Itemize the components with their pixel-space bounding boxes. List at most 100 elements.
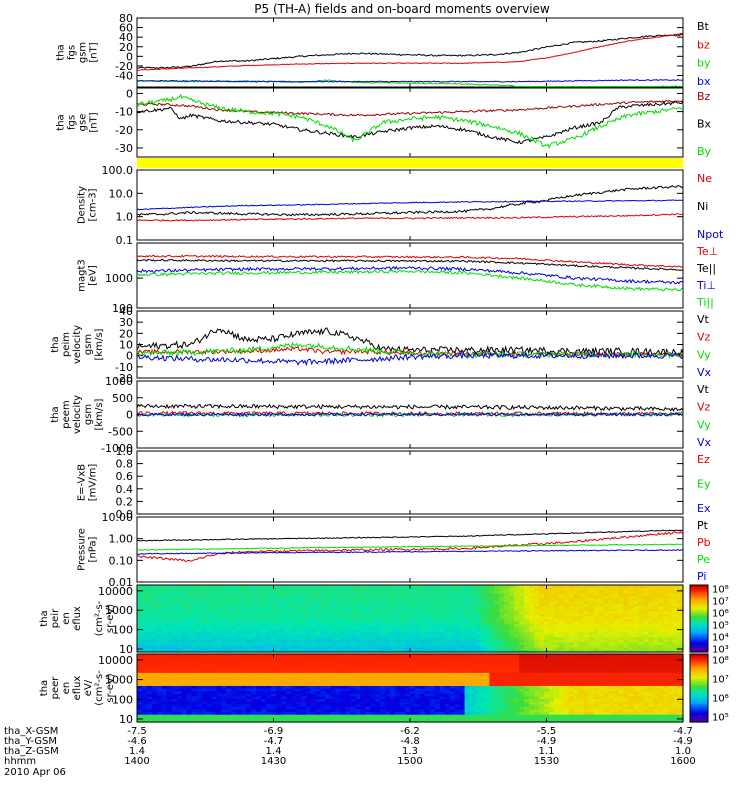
legend-label: Ni [697,200,708,213]
y-axis-label: magt3 [77,259,88,292]
panel-frame [136,87,684,158]
y-tick-label: 100 [112,624,133,637]
y-tick-label: 10.0 [109,187,134,200]
y-axis-label: [km/s] [94,398,105,430]
y-axis-label: Density [77,186,88,224]
y-axis-label: eflux [72,606,83,631]
y-axis-label: tha [56,114,67,130]
series-line-temperature-0 [136,254,684,268]
legend-label: Ey [697,478,711,491]
y-axis-label: peem [61,400,72,428]
y-tick-label: 100.0 [102,164,134,177]
legend-label: Vy [697,348,711,361]
legend-label: Pe [697,553,710,566]
series-line-temperature-1 [136,258,684,272]
y-tick-label: 100 [112,302,133,315]
legend-label: Vz [697,401,711,414]
y-axis-label: sr-eV) [105,604,116,633]
x-tick-label: 1600 [670,756,695,767]
y-axis-label: tha [39,610,50,626]
legend-label: Vt [697,313,710,326]
flag-bar [137,158,683,168]
ephemeris-value: -6.9 [264,726,284,737]
panel-frame [136,242,684,309]
y-tick-label: 0.4 [116,483,134,496]
y-axis-label: velocity [72,395,83,434]
y-tick-label: 1000 [105,674,133,687]
panel-frame [136,310,684,379]
y-tick-label: 1.0 [116,211,134,224]
colorbar-tick-label: 10⁵ [712,712,729,723]
legend-label: Vx [697,366,712,379]
y-tick-label: 0 [126,50,133,63]
legend-label: Ex [697,502,711,515]
y-tick-label: 1.0 [116,445,134,458]
colorbar-tick-label: 10⁸ [712,585,729,596]
series-line-pressure-2 [137,543,684,551]
y-axis-label: tha [50,336,61,352]
ephemeris-value: 1.1 [539,746,555,757]
y-tick-label: -20 [115,124,133,137]
panel-pressure: 10.00 1.00 0.10 0.01 Pressure [nPa] Pt Pb Pe Pi [77,511,711,589]
series-line-temperature-3 [136,269,684,292]
y-tick-label: 60 [119,22,133,35]
ephemeris-value: -4.8 [400,736,420,747]
y-tick-label: 20 [119,41,133,54]
chart-title: P5 (TH-A) fields and on-board moments ov… [254,2,550,16]
legend-label: by [697,57,711,70]
y-tick-label: 0 [126,87,133,100]
panel-peer-spectrogram: 10⁸ 10⁷ 10⁶ 10⁵ 10000 1000 100 10 tha peer en eflux… [39,653,729,726]
y-axis-label: en [61,612,72,625]
legend-label: Npot [697,228,724,241]
ephemeris-row-label: tha_Z-GSM [4,746,59,757]
legend-label: bx [697,75,711,88]
legend-label: Ne [697,172,712,185]
y-tick-label: -30 [115,142,133,155]
series-line-density-0 [136,212,684,222]
y-axis-label: eV/ [83,679,94,696]
series-line-fgs-gsm-2 [137,79,684,88]
ephemeris-value: 1.0 [675,746,691,757]
panel-peem-velocity: 1000 500 0 -500 -1000 tha peem velocity gsm [km/s… [50,375,712,455]
legend-label: Vt [697,383,710,396]
ephemeris-row-label: tha_X-GSM [4,726,58,737]
x-tick-label: 1400 [124,756,149,767]
y-tick-label: 20 [119,327,133,340]
y-axis-label: tha [56,44,67,60]
y-tick-label: 0.2 [116,495,134,508]
panel-density: 100.0 10.0 1.0 0.1 Density [cm-3] Ne Ni Npot [77,164,724,247]
y-axis-label: eflux [72,676,83,701]
ephemeris-value: -4.6 [127,736,147,747]
y-tick-label: 10 [119,339,133,352]
legend-label: Vy [697,418,711,431]
colorbar-tick-label: 10⁷ [712,597,729,608]
y-tick-label: 1.00 [109,533,134,546]
series-line-peim-velocity-0 [136,327,684,357]
y-tick-label: 40 [119,305,133,318]
y-axis-label: velocity [72,325,83,364]
legend-label: Bz [697,90,711,103]
y-tick-label: 10 [119,713,133,726]
peir-spectrogram-image [137,585,684,653]
y-tick-label: 500 [112,392,133,405]
y-axis-label: peim [61,332,72,357]
y-tick-label: 10.00 [102,511,134,524]
series-line-peim-velocity-3 [136,351,684,367]
legend-label: Ti|| [696,296,714,309]
ephemeris-value: 1.4 [266,746,282,757]
y-tick-label: -20 [115,60,133,73]
ephemeris-value: -4.7 [264,736,284,747]
y-axis-label: gsm [78,42,89,63]
y-axis-label: sr-eV) [105,673,116,702]
y-tick-label: 0.10 [109,554,134,567]
y-tick-label: 0.8 [116,458,134,471]
series-line-fgs-gse-1 [136,100,684,145]
series-line-density-1 [136,185,684,217]
ephemeris-value: -4.9 [673,736,693,747]
legend-label: bz [697,38,710,51]
series-line-fgs-gse-2 [136,93,684,149]
y-tick-label: 0.1 [116,234,134,247]
